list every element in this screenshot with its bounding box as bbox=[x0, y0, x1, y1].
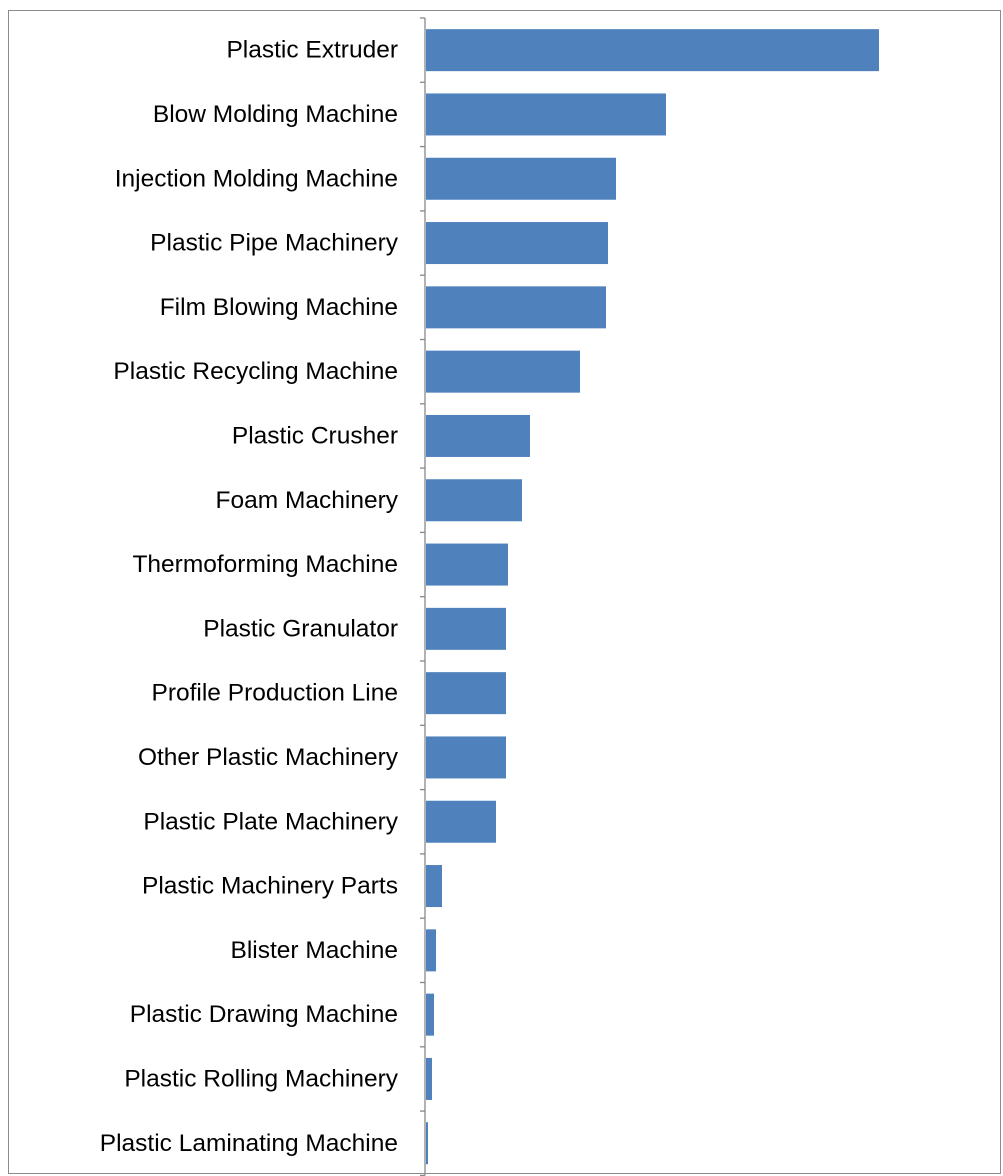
bar bbox=[426, 607, 506, 650]
category-tick-label: Foam Machinery bbox=[216, 487, 399, 514]
category-tick-label: Blow Molding Machine bbox=[153, 101, 398, 128]
category-tick-label: Plastic Laminating Machine bbox=[100, 1130, 398, 1157]
chart-frame bbox=[8, 10, 1001, 1174]
bar bbox=[426, 350, 580, 393]
category-tick-label: Blister Machine bbox=[231, 937, 398, 964]
category-tick-label: Injection Molding Machine bbox=[115, 165, 398, 192]
category-tick-label: Plastic Machinery Parts bbox=[142, 873, 398, 900]
category-tick-label: Plastic Pipe Machinery bbox=[150, 230, 399, 257]
category-tick-label: Plastic Extruder bbox=[226, 37, 398, 64]
bar bbox=[426, 29, 879, 72]
bar bbox=[426, 286, 606, 329]
bar bbox=[426, 993, 434, 1036]
bar bbox=[426, 865, 442, 908]
bar bbox=[426, 1057, 432, 1100]
bar bbox=[426, 1122, 428, 1165]
category-tick-label: Profile Production Line bbox=[151, 680, 398, 707]
bar bbox=[426, 929, 436, 972]
category-tick-label: Plastic Granulator bbox=[203, 615, 398, 642]
bar bbox=[426, 736, 506, 779]
category-tick-label: Other Plastic Machinery bbox=[138, 744, 399, 771]
bar bbox=[426, 672, 506, 715]
bar bbox=[426, 93, 666, 136]
bar bbox=[426, 479, 522, 522]
bar bbox=[426, 800, 496, 843]
category-tick-label: Plastic Recycling Machine bbox=[113, 358, 398, 385]
category-tick-label: Thermoforming Machine bbox=[132, 551, 398, 578]
bar bbox=[426, 543, 508, 586]
category-tick-label: Plastic Plate Machinery bbox=[143, 808, 398, 835]
category-tick-label: Plastic Rolling Machinery bbox=[124, 1065, 398, 1092]
bar bbox=[426, 222, 608, 265]
category-tick-label: Plastic Crusher bbox=[232, 422, 398, 449]
category-tick-label: Plastic Drawing Machine bbox=[130, 1001, 398, 1028]
category-tick-label: Film Blowing Machine bbox=[160, 294, 398, 321]
bar bbox=[426, 157, 616, 200]
bar bbox=[426, 414, 530, 457]
